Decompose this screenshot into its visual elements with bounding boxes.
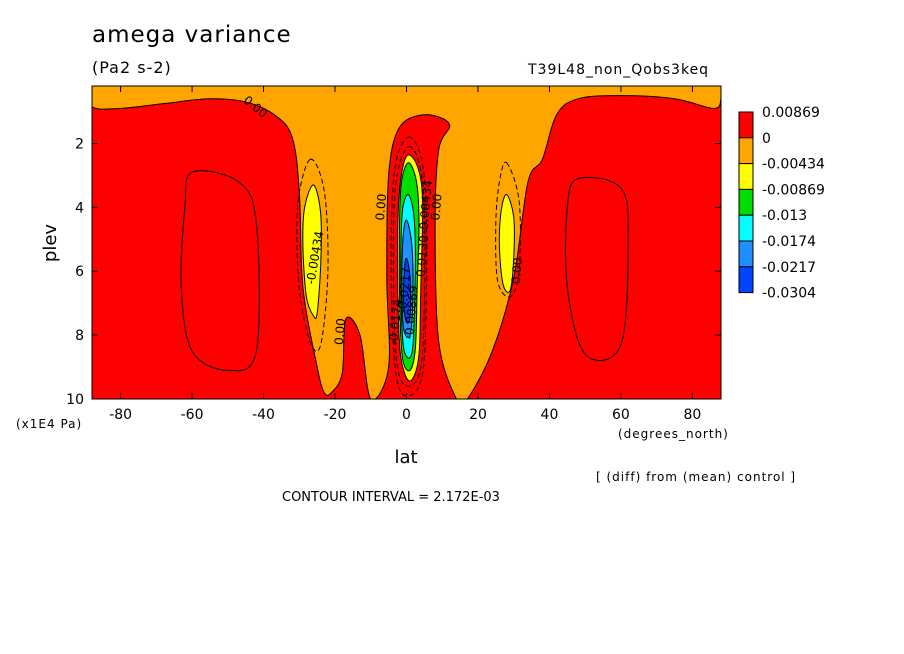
y-axis-unit: (x1E4 Pa) [16, 417, 82, 431]
y-tick-label: 10 [66, 392, 84, 408]
legend-level-label: -0.00434 [762, 157, 825, 173]
legend-swatch [738, 266, 754, 294]
contour-interval: CONTOUR INTERVAL = 2.172E-03 [282, 490, 500, 505]
y-tick-label: 8 [75, 328, 84, 344]
legend-swatch [738, 214, 754, 242]
y-axis-label: plev [40, 224, 61, 263]
run-name: T39L48_non_Qobs3keq [528, 62, 710, 78]
contour-label: 0.00 [428, 193, 444, 221]
legend-level-label: -0.00869 [762, 182, 825, 198]
legend-swatch [738, 188, 754, 216]
chart-title: amega variance [92, 22, 292, 48]
y-tick-label: 4 [75, 200, 84, 216]
contour-lines [180, 136, 629, 397]
region-deep-blue-core [403, 257, 412, 324]
region-upper-band [92, 86, 721, 399]
contour-label: 0.00 [509, 257, 525, 285]
legend-swatch [738, 111, 754, 139]
x-tick-label: -60 [181, 407, 204, 423]
chart-units: (Pa2 s-2) [92, 58, 172, 77]
contour-dash-core-2 [392, 146, 426, 387]
x-tick-label: 0 [402, 407, 411, 423]
x-axis-unit: (degrees_north) [618, 427, 729, 441]
contour-label: -0.0174 [386, 298, 404, 345]
x-axis-label: lat [394, 447, 417, 468]
x-tick-label: -80 [109, 407, 132, 423]
contour-label: 0.00 [332, 318, 348, 346]
contour-label: -0.0130 [413, 235, 431, 282]
legend-level-label: -0.0174 [762, 234, 816, 250]
y-tick-label: 6 [75, 264, 84, 280]
x-tick-label: -40 [252, 407, 275, 423]
x-tick-label: 60 [612, 407, 630, 423]
contour-label: 0.00 [373, 193, 389, 221]
x-tick-label: -20 [324, 407, 347, 423]
contour-east-cell [564, 176, 629, 362]
legend-swatch [738, 240, 754, 268]
contour-west-cell [180, 170, 260, 372]
color-legend: 0.00869 0 -0.00434 -0.00869 -0.013 -0.0174 -0.… [738, 105, 825, 302]
contour-label: -0.00869 [402, 285, 421, 340]
legend-level-label: -0.0304 [762, 286, 816, 302]
legend-level-label: 0 [762, 131, 771, 147]
region-yellow-east [498, 194, 515, 293]
contour-label: -0.0217 [395, 266, 413, 313]
x-tick-label: 40 [541, 407, 559, 423]
legend-swatch [738, 137, 754, 165]
diff-note: [ (diff) from (mean) control ] [596, 470, 797, 484]
legend-level-label: -0.0217 [762, 260, 816, 276]
y-tick-label: 2 [75, 136, 84, 152]
contour-dash-core-1 [390, 136, 428, 397]
contour-label: -0.00434 [416, 180, 435, 235]
x-tick-label: 80 [683, 407, 701, 423]
legend-level-label: 0.00869 [762, 105, 820, 121]
x-tick-label: 20 [469, 407, 487, 423]
filled-regions [92, 86, 721, 399]
contour-dash-east-outer [495, 161, 521, 298]
legend-swatch [738, 163, 754, 190]
legend-level-label: -0.013 [762, 208, 807, 224]
region-yellow-west [302, 184, 322, 320]
contour-dash-west-outer [296, 158, 329, 352]
axes: -80 -60 -40 -20 0 20 40 60 80 2 4 6 8 10 lat (degrees_n… [16, 86, 729, 468]
